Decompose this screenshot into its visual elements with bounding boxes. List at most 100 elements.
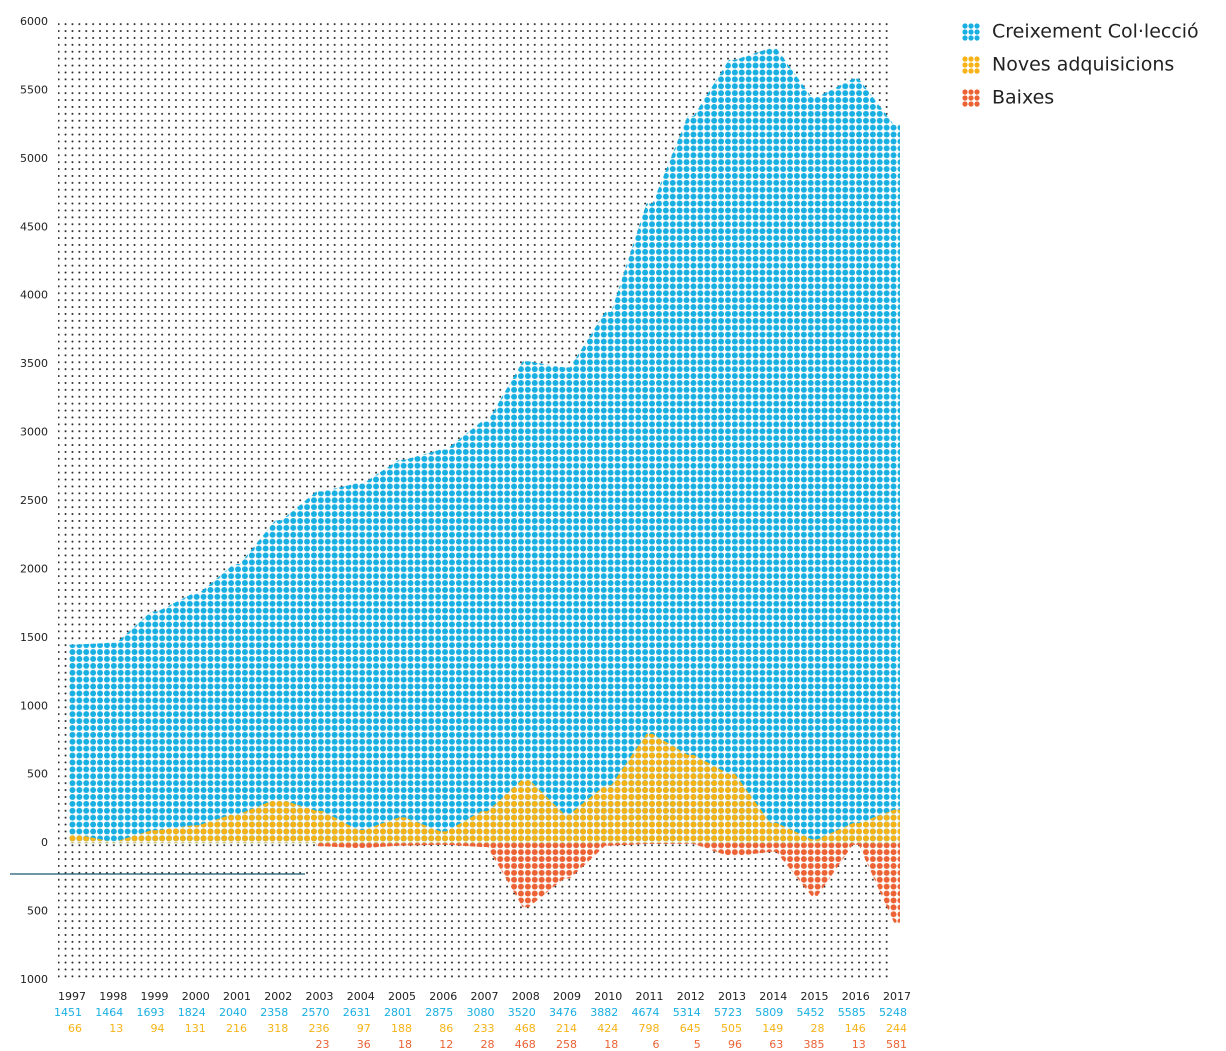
x-tick-label: 2007	[471, 990, 499, 1003]
value-label: 28	[811, 1022, 825, 1035]
x-tick-label: 1997	[58, 990, 86, 1003]
legend-swatch	[962, 35, 968, 41]
value-label: 188	[391, 1022, 412, 1035]
value-label: 2358	[260, 1006, 288, 1019]
value-label: 3476	[549, 1006, 577, 1019]
value-label: 424	[597, 1022, 618, 1035]
y-tick-label: 3000	[20, 426, 48, 439]
legend-swatch	[962, 89, 968, 95]
y-tick-label: 1000	[20, 699, 48, 712]
legend-swatch	[974, 35, 980, 41]
legend-swatch	[974, 101, 980, 107]
x-tick-label: 2006	[429, 990, 457, 1003]
value-label: 233	[474, 1022, 495, 1035]
y-tick-label: 5000	[20, 152, 48, 165]
x-tick-label: 2011	[636, 990, 664, 1003]
value-label: 216	[226, 1022, 247, 1035]
value-label: 3882	[590, 1006, 618, 1019]
legend-swatch	[968, 29, 974, 35]
x-tick-label: 2003	[306, 990, 334, 1003]
value-label: 798	[639, 1022, 660, 1035]
value-label: 149	[762, 1022, 783, 1035]
x-tick-label: 2010	[594, 990, 622, 1003]
area-0	[69, 48, 900, 844]
value-label: 505	[721, 1022, 742, 1035]
legend-swatch	[968, 89, 974, 95]
value-label: 146	[845, 1022, 866, 1035]
value-label: 3080	[467, 1006, 495, 1019]
legend-swatch	[974, 62, 980, 68]
legend-label: Baixes	[992, 87, 1054, 109]
y-tick-label: 500	[27, 768, 48, 781]
value-label: 18	[398, 1038, 412, 1051]
x-tick-label: 2001	[223, 990, 251, 1003]
value-label: 5	[694, 1038, 701, 1051]
value-label: 1451	[54, 1006, 82, 1019]
value-label: 244	[886, 1022, 907, 1035]
value-label: 5314	[673, 1006, 701, 1019]
x-tick-label: 2008	[512, 990, 540, 1003]
x-tick-label: 2000	[182, 990, 210, 1003]
legend-label: Noves adquisicions	[992, 54, 1174, 76]
value-label: 5585	[838, 1006, 866, 1019]
y-tick-label: 1500	[20, 631, 48, 644]
legend-swatch	[962, 56, 968, 62]
value-label: 4674	[632, 1006, 660, 1019]
legend-swatch	[968, 101, 974, 107]
value-label: 468	[515, 1022, 536, 1035]
value-label: 2570	[302, 1006, 330, 1019]
y-tick-label: 500	[27, 905, 48, 918]
x-tick-label: 2017	[883, 990, 911, 1003]
value-label: 258	[556, 1038, 577, 1051]
value-label: 63	[769, 1038, 783, 1051]
legend-swatch	[962, 23, 968, 29]
legend-swatch	[962, 95, 968, 101]
value-label: 94	[151, 1022, 165, 1035]
y-tick-label: 6000	[20, 15, 48, 28]
x-tick-label: 2005	[388, 990, 416, 1003]
y-tick-label: 1000	[20, 973, 48, 986]
value-label: 5248	[879, 1006, 907, 1019]
y-tick-label: 4500	[20, 220, 48, 233]
y-tick-label: 4000	[20, 289, 48, 302]
value-label: 12	[439, 1038, 453, 1051]
value-label: 645	[680, 1022, 701, 1035]
value-label: 318	[267, 1022, 288, 1035]
x-tick-label: 2015	[801, 990, 829, 1003]
x-tick-label: 2012	[677, 990, 705, 1003]
x-tick-label: 1998	[99, 990, 127, 1003]
value-label: 468	[515, 1038, 536, 1051]
x-tick-label: 2002	[264, 990, 292, 1003]
legend-swatch	[968, 62, 974, 68]
value-label: 581	[886, 1038, 907, 1051]
x-tick-label: 2013	[718, 990, 746, 1003]
x-tick-label: 2014	[759, 990, 787, 1003]
value-label: 66	[68, 1022, 82, 1035]
value-label: 2631	[343, 1006, 371, 1019]
value-label: 96	[728, 1038, 742, 1051]
value-label: 1824	[178, 1006, 206, 1019]
legend-swatch	[968, 68, 974, 74]
value-label: 23	[316, 1038, 330, 1051]
legend-swatch	[968, 56, 974, 62]
y-tick-label: 2000	[20, 562, 48, 575]
legend-swatch	[974, 23, 980, 29]
value-label: 5723	[714, 1006, 742, 1019]
value-label: 36	[357, 1038, 371, 1051]
value-label: 1464	[95, 1006, 123, 1019]
legend-swatch	[968, 95, 974, 101]
value-label: 28	[481, 1038, 495, 1051]
value-label: 385	[804, 1038, 825, 1051]
legend-swatch	[974, 56, 980, 62]
area-2	[316, 843, 900, 923]
y-tick-label: 0	[41, 836, 48, 849]
value-label: 13	[852, 1038, 866, 1051]
legend-label: Creixement Col·lecció	[992, 21, 1199, 43]
legend-swatch	[962, 62, 968, 68]
legend-swatch	[968, 23, 974, 29]
legend-swatch	[974, 29, 980, 35]
x-tick-label: 1999	[141, 990, 169, 1003]
value-label: 214	[556, 1022, 577, 1035]
legend-swatch	[962, 29, 968, 35]
legend-swatch	[962, 68, 968, 74]
